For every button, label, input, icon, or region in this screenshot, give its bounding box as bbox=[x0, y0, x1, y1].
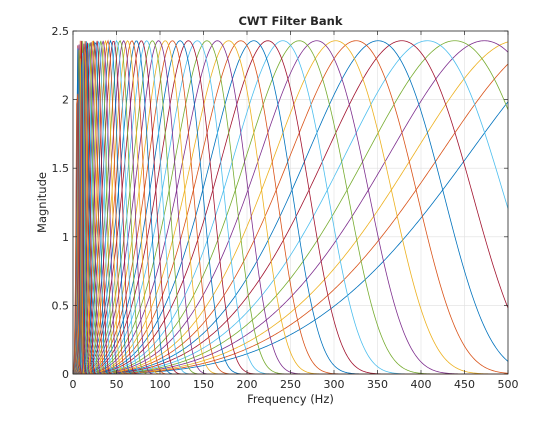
x-tick-label: 0 bbox=[70, 378, 77, 391]
filter-curve bbox=[73, 40, 508, 375]
y-axis-label: Magnitude bbox=[35, 172, 49, 233]
filter-curve bbox=[73, 40, 509, 375]
filter-curve bbox=[73, 40, 509, 375]
y-tick-label: 1.5 bbox=[52, 162, 70, 175]
filter-curve bbox=[73, 40, 509, 375]
x-tick-label: 500 bbox=[498, 378, 519, 391]
y-tick-label: 0 bbox=[62, 368, 69, 381]
filter-curve bbox=[73, 40, 509, 375]
x-tick-label: 150 bbox=[193, 378, 214, 391]
x-tick-label: 200 bbox=[237, 378, 258, 391]
x-axis-label: Frequency (Hz) bbox=[247, 392, 334, 406]
x-tick-label: 350 bbox=[367, 378, 388, 391]
ticks: 0 50 100 150 200 250 300 350 400 450 500 0 0.5 1 1.5 2 2… bbox=[52, 25, 519, 391]
y-tick-label: 2 bbox=[62, 94, 69, 107]
x-tick-label: 300 bbox=[324, 378, 345, 391]
chart-title: CWT Filter Bank bbox=[238, 14, 342, 28]
y-tick-label: 0.5 bbox=[52, 299, 70, 312]
x-tick-label: 50 bbox=[110, 378, 124, 391]
filter-curve bbox=[73, 41, 509, 375]
filter-curve bbox=[73, 40, 509, 375]
y-tick-label: 2.5 bbox=[52, 25, 70, 38]
x-tick-label: 250 bbox=[280, 378, 301, 391]
x-tick-label: 100 bbox=[150, 378, 171, 391]
filter-curve bbox=[73, 40, 509, 375]
x-tick-label: 400 bbox=[411, 378, 432, 391]
x-tick-label: 450 bbox=[454, 378, 475, 391]
y-tick-label: 1 bbox=[62, 231, 69, 244]
